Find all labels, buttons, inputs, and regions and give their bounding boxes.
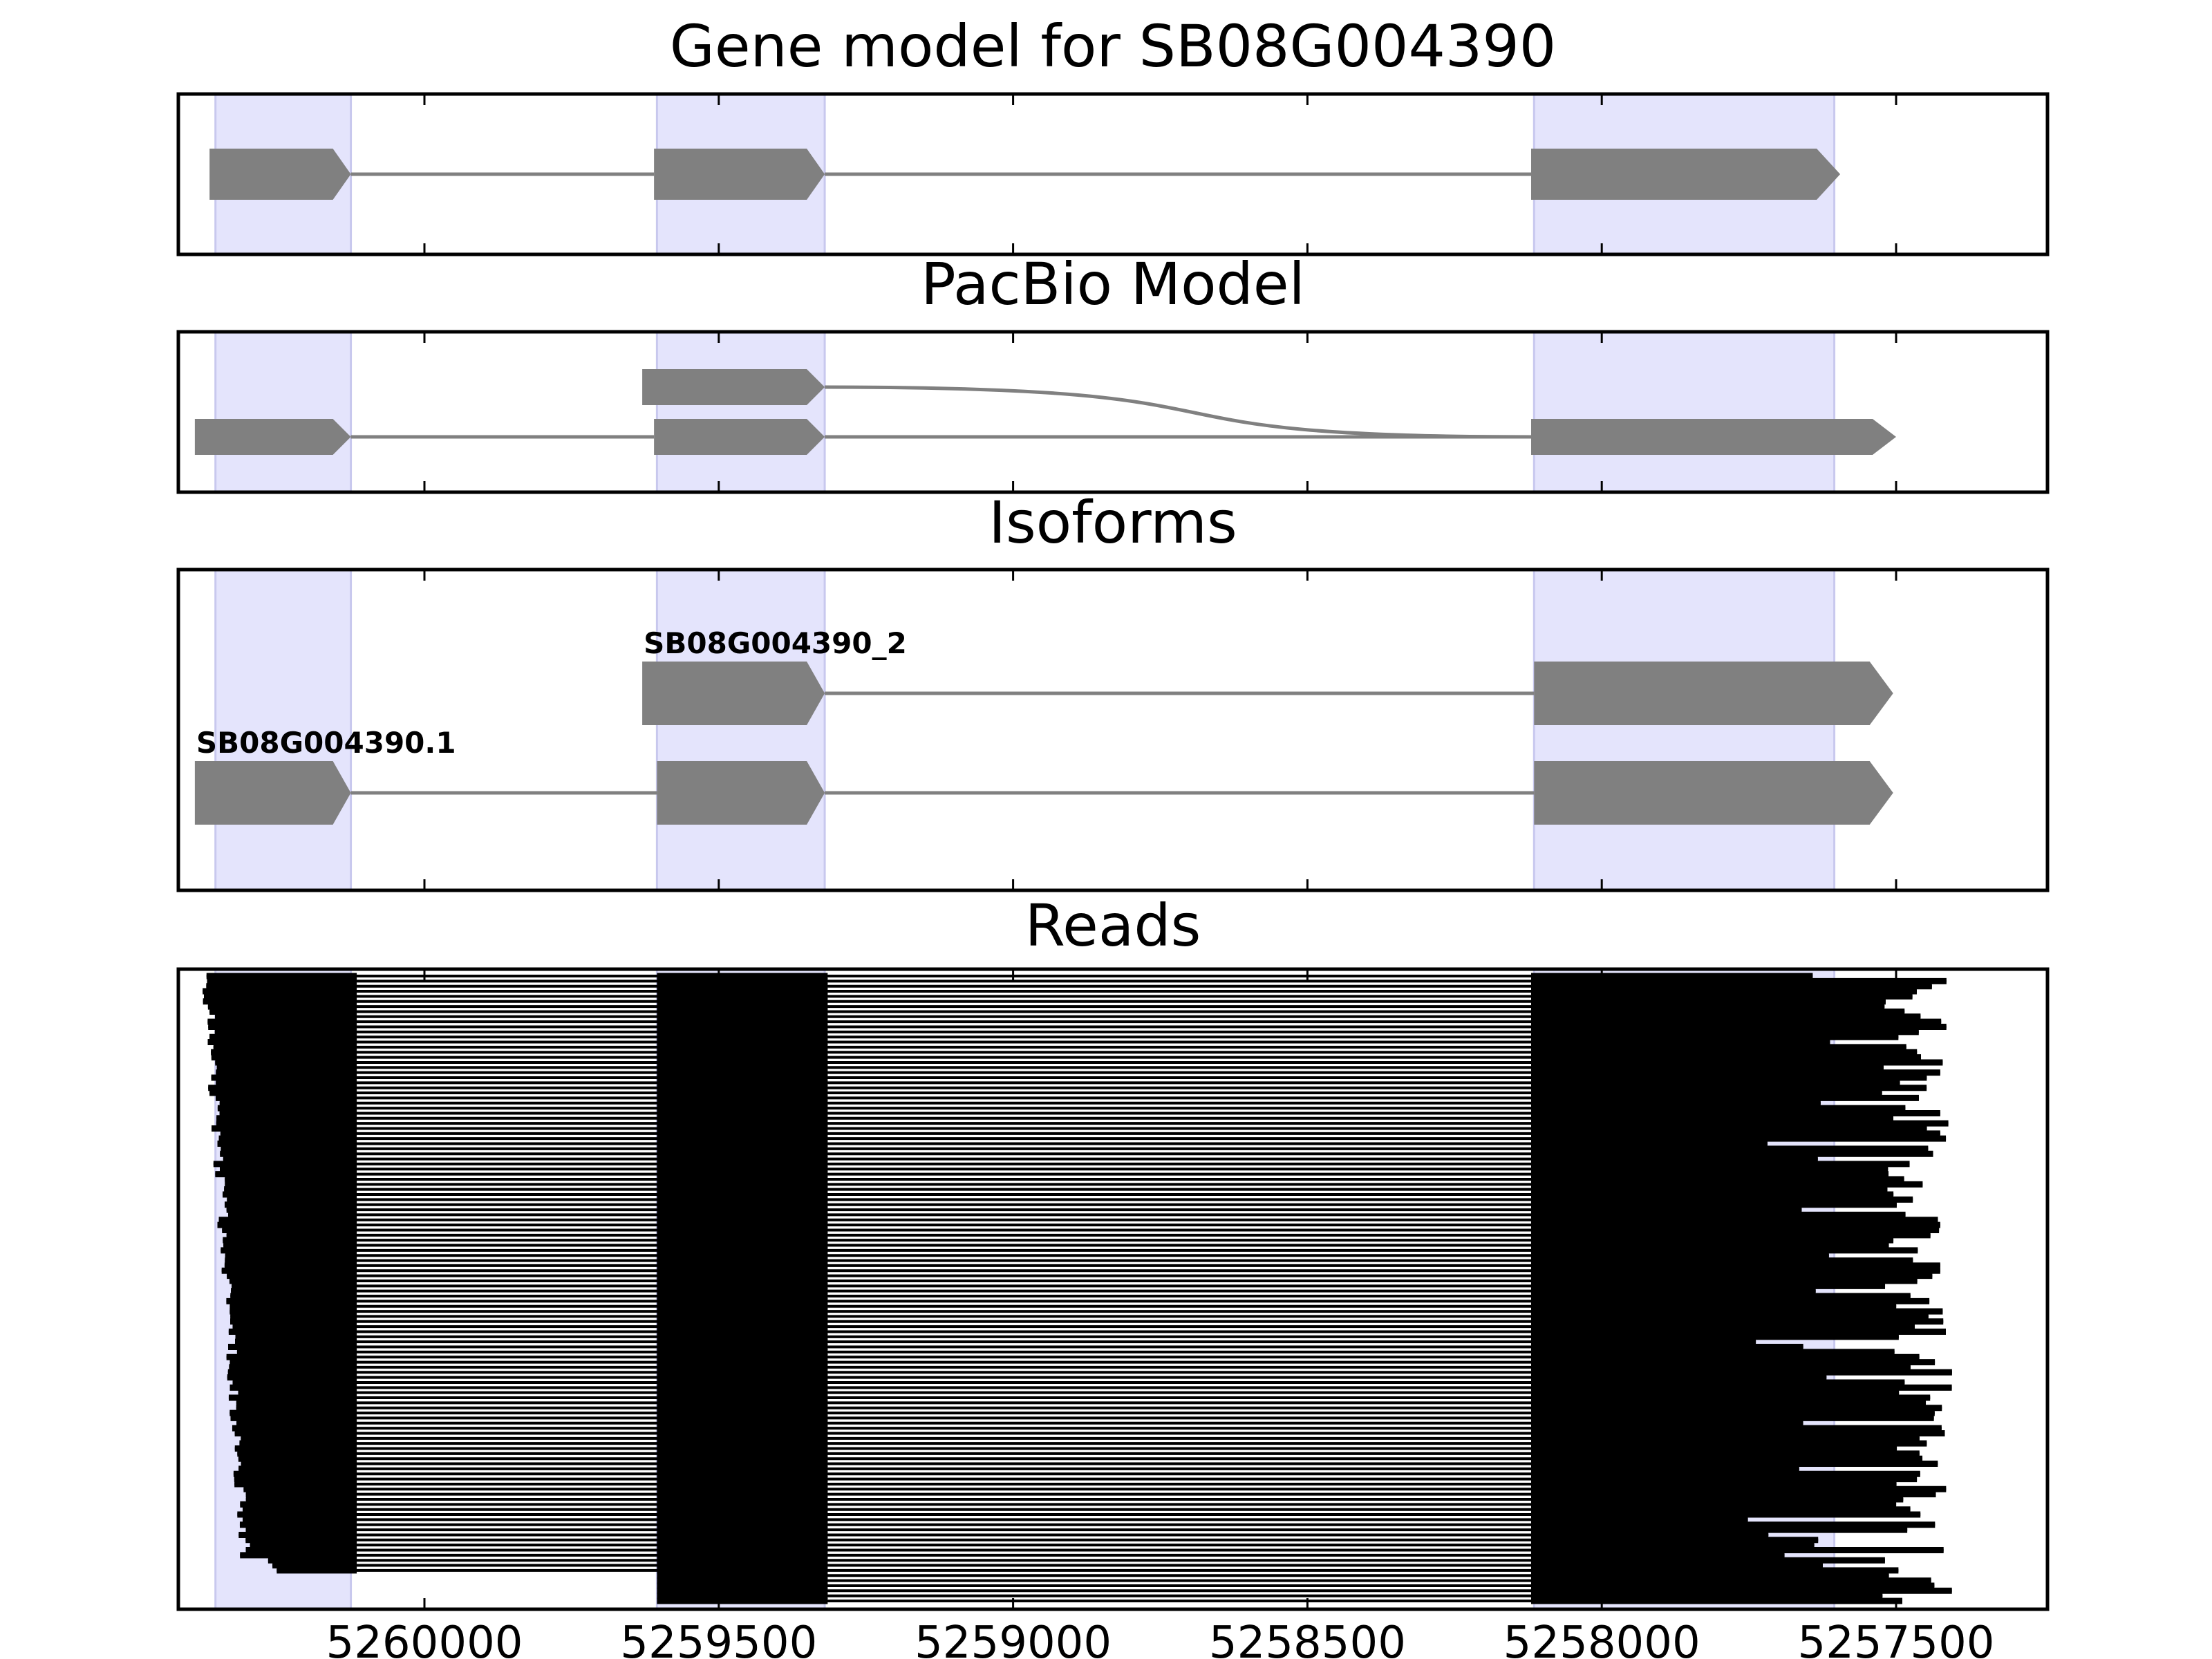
x-tick-label-5: 5257500 bbox=[1797, 1618, 1994, 1659]
pacbio-top-connector bbox=[825, 385, 1532, 439]
isoform-2-exon-1 bbox=[194, 761, 351, 825]
x-tick-label-1: 5259500 bbox=[620, 1618, 817, 1659]
gene-model-frame bbox=[176, 92, 2050, 256]
isoforms-frame bbox=[176, 568, 2050, 892]
panel-title-gene-model: Gene model for SB08G004390 bbox=[670, 12, 1556, 80]
isoforms-panel: SB08G004390_2 SB08G004390.1 bbox=[176, 568, 2050, 892]
pacbio-exon-highlight-3 bbox=[1533, 330, 1836, 494]
pacbio-top-exon-1 bbox=[642, 369, 825, 405]
pacbio-frame bbox=[176, 330, 2050, 494]
panel-title-reads: Reads bbox=[1025, 892, 1201, 959]
pacbio-bottom-exon-2 bbox=[654, 419, 825, 455]
isoform-1-exon-1 bbox=[642, 662, 825, 725]
gene-model-panel bbox=[176, 92, 2050, 256]
reads-frame bbox=[176, 967, 2050, 1611]
x-tick-label-2: 5259000 bbox=[915, 1618, 1112, 1659]
isoforms-exon-highlight-3 bbox=[1533, 568, 1836, 892]
isoforms-exon-highlight-1 bbox=[214, 568, 353, 892]
pacbio-exon-highlight-1 bbox=[214, 330, 353, 494]
x-tick-label-0: 5260000 bbox=[326, 1618, 523, 1659]
gene-model-exon-1 bbox=[209, 149, 351, 200]
pacbio-bottom-exon-1 bbox=[194, 419, 351, 455]
isoform-label-1: SB08G004390_2 bbox=[644, 626, 907, 660]
x-axis: 5260000 5259500 5259000 5258500 5258000 52575… bbox=[326, 1618, 1994, 1659]
isoform-2-exon-2 bbox=[657, 761, 825, 825]
panel-title-isoforms: Isoforms bbox=[988, 489, 1237, 556]
panel-title-pacbio: PacBio Model bbox=[921, 250, 1305, 318]
x-tick-label-3: 5258500 bbox=[1209, 1618, 1406, 1659]
gene-model-exon-2 bbox=[654, 149, 825, 200]
pacbio-exon-highlight-2 bbox=[655, 330, 826, 494]
x-tick-label-4: 5258000 bbox=[1503, 1618, 1700, 1659]
reads-panel bbox=[176, 967, 2050, 1611]
pacbio-bottom-exon-3 bbox=[1531, 419, 1896, 455]
gene-model-exon-3 bbox=[1531, 149, 1841, 200]
isoform-label-2: SB08G004390.1 bbox=[196, 726, 456, 760]
isoform-1-exon-2 bbox=[1534, 662, 1893, 725]
isoforms-exon-highlight-2 bbox=[655, 568, 826, 892]
pacbio-model-panel bbox=[176, 330, 2050, 494]
isoform-2-exon-3 bbox=[1534, 761, 1893, 825]
